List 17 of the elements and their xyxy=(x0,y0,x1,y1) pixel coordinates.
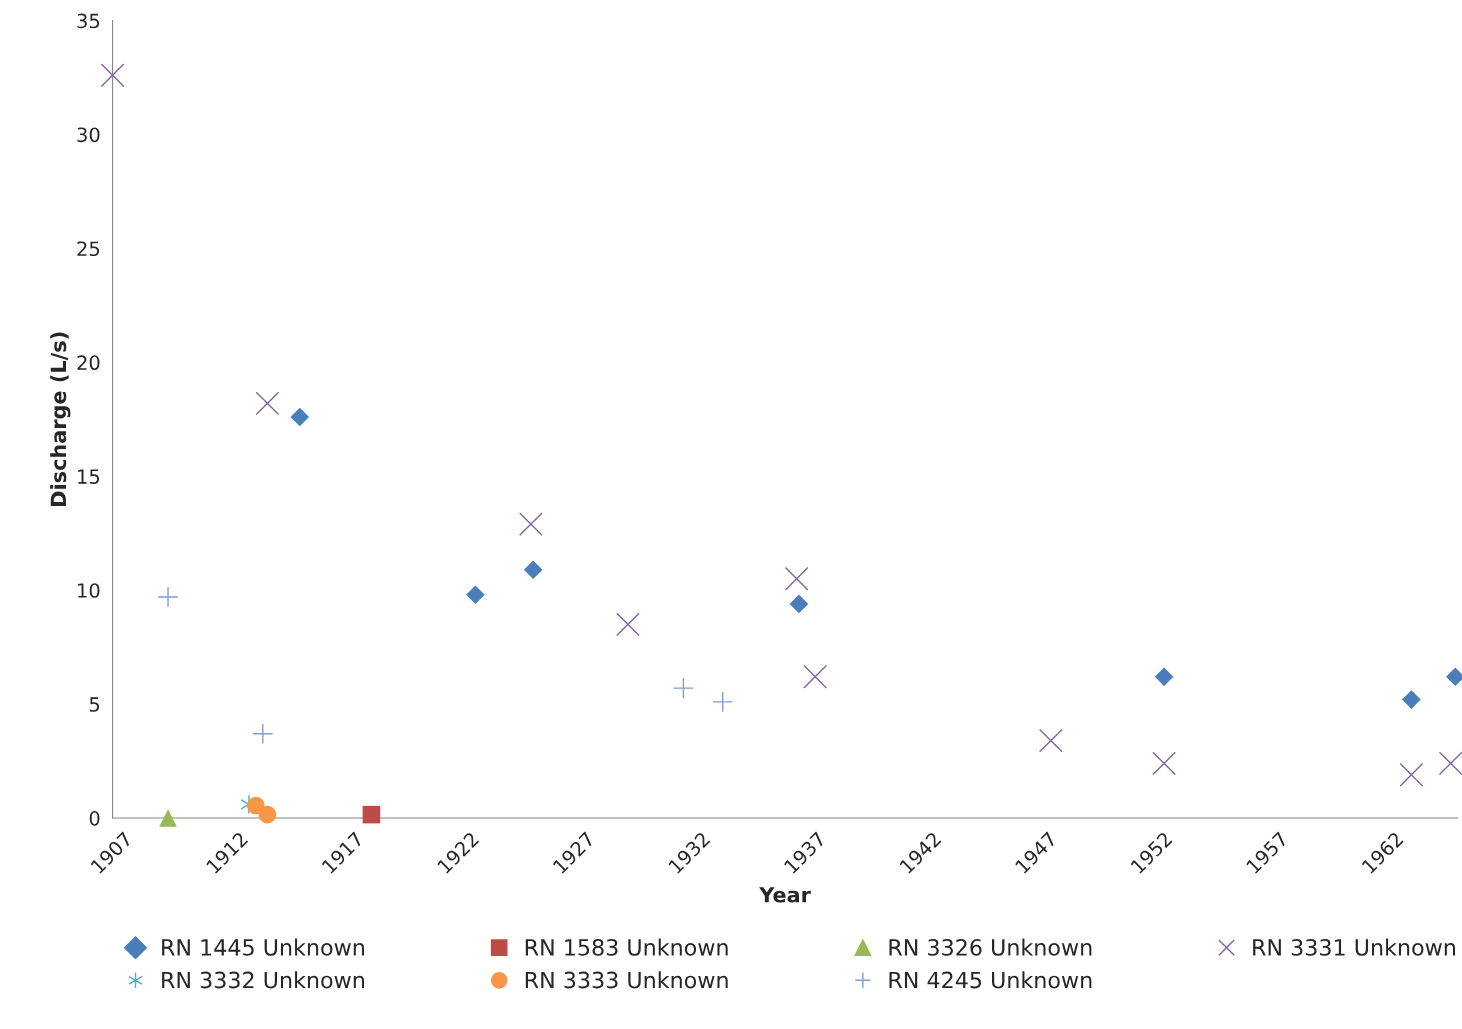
legend-label: RN 3333 Unknown xyxy=(525,971,728,989)
y-tick-label: 25 xyxy=(77,241,100,257)
legend-label: RN 4245 Unknown xyxy=(889,971,1092,989)
legend-label: RN 1445 Unknown xyxy=(162,938,364,956)
y-tick-label: 5 xyxy=(89,697,100,712)
y-tick-label: 15 xyxy=(78,469,100,484)
y-tick-label: 20 xyxy=(77,355,100,371)
y-tick-label: 0 xyxy=(89,811,100,826)
y-tick-label: 30 xyxy=(77,127,100,143)
legend-label: RN 3332 Unknown xyxy=(162,971,364,989)
legend-label: RN 3331 Unknown xyxy=(1253,938,1456,956)
y-tick-label: 10 xyxy=(78,583,100,598)
x-axis-title: Year xyxy=(759,887,811,903)
y-axis-title: Discharge (L/s) xyxy=(50,332,71,506)
legend-label: RN 3326 Unknown xyxy=(889,938,1092,956)
legend-label: RN 1583 Unknown xyxy=(525,938,728,956)
y-tick-label: 35 xyxy=(77,13,100,29)
